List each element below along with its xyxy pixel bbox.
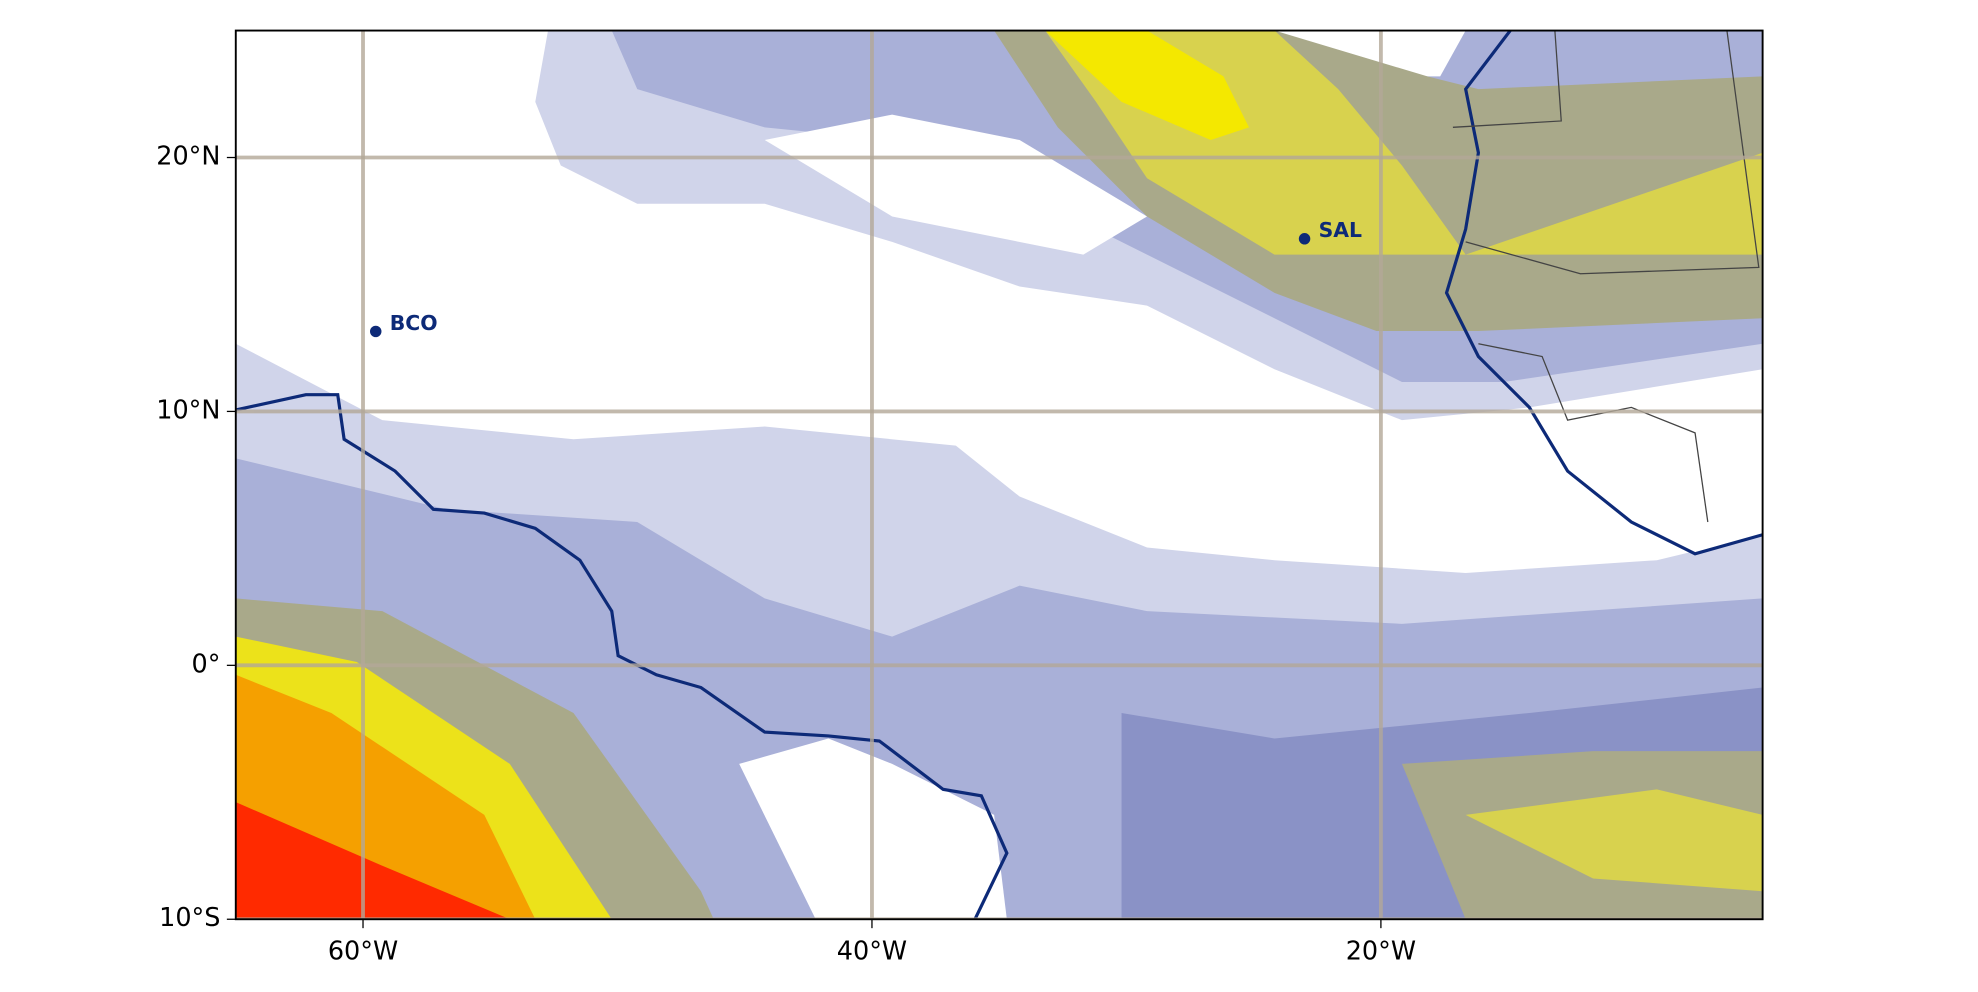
x-tick-label: 60°W: [328, 936, 398, 966]
station-point: [370, 325, 382, 338]
grid: [235, 30, 1763, 920]
station-label: SAL: [1319, 218, 1362, 242]
y-tick-label: 0°: [192, 649, 221, 679]
y-tick-label: 10°S: [159, 903, 220, 933]
x-tick-label: 20°W: [1346, 936, 1416, 966]
station-point: [1298, 233, 1311, 245]
dust-contours: [235, 30, 1763, 920]
plot-frame: [234, 29, 1764, 921]
y-tick-label: 20°N: [156, 142, 220, 172]
station-label: BCO: [390, 311, 438, 335]
y-tick-label: 10°N: [156, 395, 220, 425]
x-tick-label: 40°W: [837, 936, 907, 966]
